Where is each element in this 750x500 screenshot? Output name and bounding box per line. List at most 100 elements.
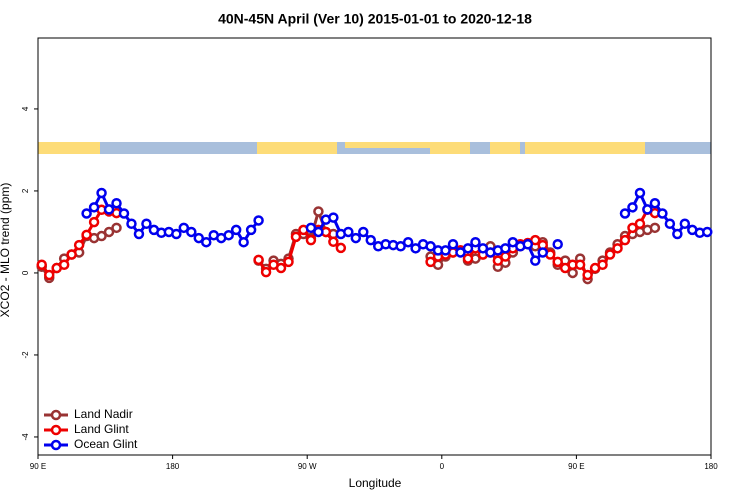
- y-axis-label: XCO2 - MLO trend (ppm): [0, 183, 12, 318]
- data-point: [470, 236, 481, 248]
- legend-label: Land Glint: [74, 422, 129, 436]
- data-point: [530, 255, 541, 266]
- data-point: [81, 208, 92, 219]
- data-point: [604, 249, 616, 260]
- legend-label: Land Nadir: [74, 407, 133, 421]
- data-point: [440, 245, 451, 256]
- data-point: [462, 243, 474, 254]
- data-point: [679, 218, 691, 229]
- data-point: [649, 197, 661, 209]
- data-point: [66, 249, 77, 260]
- data-point: [230, 224, 242, 236]
- data-point: [462, 253, 474, 264]
- data-point: [343, 226, 354, 238]
- data-point: [477, 243, 489, 254]
- data-point: [88, 216, 100, 228]
- data-point: [492, 255, 504, 266]
- data-point: [313, 226, 324, 238]
- data-point: [305, 234, 317, 246]
- x-tick-label: 180: [704, 462, 718, 471]
- data-point: [552, 238, 563, 250]
- chart-title: 40N-45N April (Ver 10) 2015-01-01 to 202…: [218, 11, 532, 27]
- data-point: [410, 243, 421, 254]
- data-point: [500, 243, 511, 254]
- data-point: [552, 256, 563, 268]
- data-point: [275, 262, 287, 274]
- data-point: [507, 236, 519, 248]
- data-point: [358, 226, 369, 238]
- data-point: [627, 202, 638, 213]
- data-point: [103, 226, 115, 238]
- data-point: [537, 247, 548, 258]
- data-point: [58, 259, 70, 270]
- data-point: [702, 226, 713, 238]
- data-point: [455, 247, 466, 258]
- y-tick-label: 0: [21, 270, 30, 275]
- legend-marker: [50, 409, 62, 421]
- legend-marker: [50, 424, 62, 436]
- data-point: [350, 232, 362, 244]
- data-point: [582, 269, 593, 281]
- data-point: [88, 202, 100, 213]
- data-point: [126, 218, 137, 229]
- data-point: [290, 231, 302, 243]
- data-point: [111, 222, 122, 234]
- data-point: [664, 218, 676, 229]
- data-point: [335, 242, 347, 254]
- data-point: [328, 236, 339, 248]
- data-point: [178, 222, 190, 234]
- x-tick-label: 90 E: [30, 462, 46, 471]
- data-point: [619, 234, 631, 246]
- data-point: [395, 241, 406, 252]
- data-point: [73, 239, 85, 251]
- data-point: [305, 222, 317, 234]
- data-point: [193, 232, 205, 244]
- data-point: [619, 208, 631, 219]
- data-point: [96, 187, 107, 199]
- data-point: [253, 254, 264, 266]
- data-point: [522, 238, 534, 250]
- data-point: [118, 208, 130, 219]
- data-point: [634, 187, 646, 199]
- data-point: [649, 222, 661, 234]
- data-point: [642, 204, 653, 215]
- data-point: [365, 234, 377, 246]
- data-point: [627, 222, 638, 234]
- x-tick-label: 90 E: [568, 462, 584, 471]
- data-point: [313, 206, 324, 217]
- y-tick-label: 4: [21, 106, 30, 111]
- data-point: [96, 230, 107, 242]
- x-tick-label: 90 W: [298, 462, 317, 471]
- data-point: [141, 218, 152, 229]
- data-point: [574, 259, 586, 270]
- data-point: [201, 236, 212, 248]
- data-point: [328, 212, 339, 223]
- data-point: [402, 236, 414, 248]
- data-point: [672, 228, 683, 240]
- land-ocean-strip: [38, 142, 711, 154]
- data-point: [500, 251, 511, 262]
- data-point: [425, 256, 436, 268]
- y-tick-label: 2: [21, 188, 30, 193]
- data-point: [186, 226, 197, 238]
- y-tick-label: -4: [21, 433, 30, 441]
- data-point: [260, 266, 272, 278]
- data-point: [238, 236, 249, 248]
- data-point: [245, 224, 257, 236]
- data-point: [530, 234, 541, 246]
- data-point: [447, 238, 459, 250]
- data-point: [36, 259, 47, 270]
- data-point: [133, 228, 145, 240]
- data-point: [283, 256, 294, 268]
- data-point: [81, 229, 92, 241]
- data-point: [612, 243, 623, 254]
- data-point: [111, 197, 122, 209]
- legend-marker: [50, 439, 62, 451]
- data-point: [657, 208, 668, 219]
- data-point: [425, 241, 436, 252]
- data-point: [253, 215, 264, 226]
- plot-frame: [37, 37, 712, 456]
- data-point: [43, 269, 55, 281]
- data-point: [171, 228, 182, 240]
